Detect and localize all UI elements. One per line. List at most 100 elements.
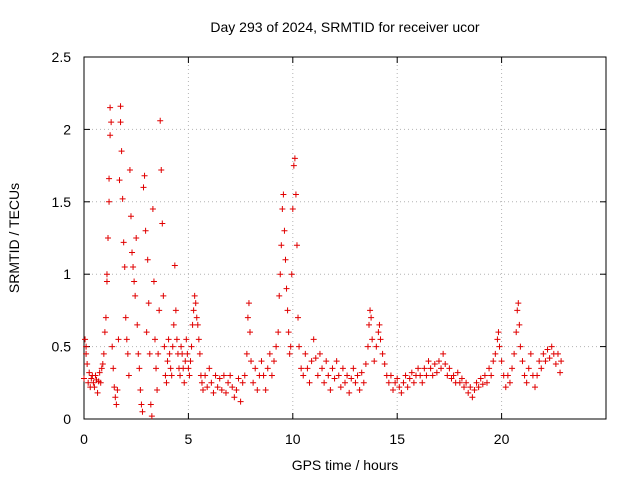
chart-title: Day 293 of 2024, SRMTID for receiver uco… [210,19,480,35]
data-point [103,271,110,278]
data-point [377,336,384,343]
data-point [400,379,407,386]
data-point [83,350,90,357]
data-point [296,343,303,350]
data-point [427,365,434,372]
data-point [387,372,394,379]
data-point [492,350,499,357]
y-tick-label: 2 [63,121,71,137]
data-point [148,413,155,420]
data-point [444,372,451,379]
data-point [133,235,140,241]
data-point [288,271,295,278]
data-point [260,372,267,379]
data-point [86,369,93,376]
data-point [106,175,113,182]
data-point [273,343,280,350]
data-point [164,358,171,365]
data-point [371,358,378,365]
data-point [379,350,386,357]
data-point [423,372,430,379]
data-point [283,285,290,292]
data-markers [81,103,565,420]
data-point [266,350,273,357]
grid-lines [84,57,606,419]
data-point [335,372,342,379]
data-point [82,336,89,343]
data-point [319,365,326,372]
x-axis-label: GPS time / hours [292,457,399,473]
data-point [114,387,121,394]
data-point [118,148,125,155]
data-point [192,300,199,307]
data-point [435,358,442,365]
data-point [216,375,223,382]
data-point [109,343,116,350]
data-point [106,198,113,205]
data-point [181,379,188,386]
data-point [516,321,523,328]
data-point [84,360,91,367]
data-point [281,227,288,234]
data-point [323,358,330,365]
data-point [140,184,147,191]
data-point [170,321,177,328]
data-point [120,239,127,246]
data-point [558,358,565,365]
data-point [151,336,158,343]
data-point [163,379,170,386]
data-point [161,343,168,350]
data-point [521,372,528,379]
data-point [138,401,145,408]
data-point [488,372,495,379]
y-axis-label: SRMTID / TECUs [6,183,22,293]
y-tick-label: 2.5 [52,49,72,65]
data-point [308,358,315,365]
data-point [108,119,115,126]
data-point [506,379,513,386]
y-tick-label: 0.5 [52,339,72,355]
x-tick-label: 10 [285,431,301,447]
data-point [271,358,278,365]
data-point [279,206,286,213]
data-point [385,379,392,386]
data-point [479,381,486,388]
data-point [396,384,403,391]
data-point [244,314,251,321]
data-point [515,300,522,307]
data-point [339,365,346,372]
data-point [352,379,359,386]
data-point [513,329,520,336]
data-point [534,372,541,379]
data-point [160,292,167,299]
data-point [186,372,193,379]
data-point [153,365,160,372]
data-point [481,372,488,379]
data-point [398,389,405,396]
data-point [404,384,411,391]
data-point [369,336,376,343]
data-point [469,394,476,401]
data-point [204,384,211,391]
data-point [113,401,120,408]
data-point [202,372,209,379]
data-point [243,350,250,357]
data-point [185,365,192,372]
data-point [421,365,428,372]
y-tick-label: 1 [63,266,71,282]
data-point [162,372,169,379]
data-point [498,358,505,365]
data-point [475,384,482,391]
data-point [438,365,445,372]
data-point [483,379,490,386]
data-point [102,314,109,321]
data-point [425,358,432,365]
data-point [373,343,380,350]
data-point [141,172,148,179]
data-point [517,343,524,350]
data-point [275,329,282,336]
data-point [310,336,317,343]
data-point [440,350,447,357]
data-point [142,227,149,234]
data-point [538,365,545,372]
